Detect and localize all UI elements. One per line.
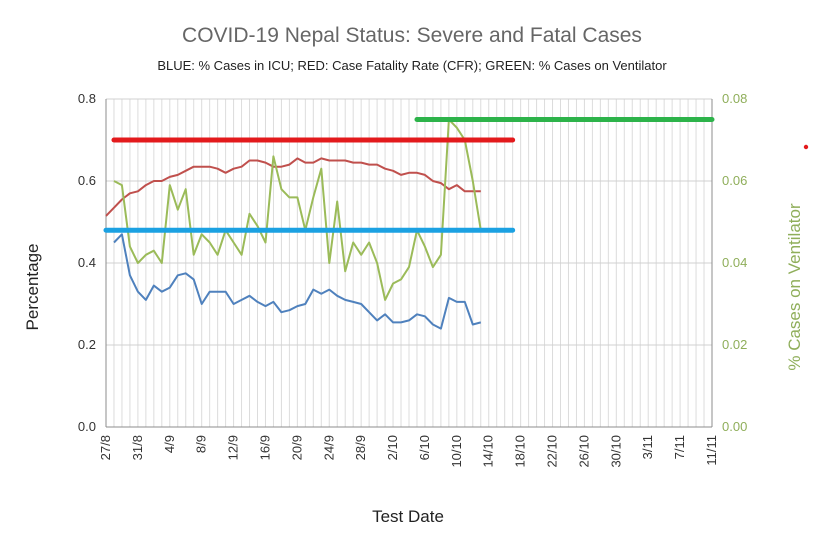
x-tick-label: 24/9 bbox=[321, 435, 336, 460]
x-tick-label: 4/9 bbox=[162, 435, 177, 453]
x-tick-label: 12/9 bbox=[226, 435, 241, 460]
y2-tick-label: 0.06 bbox=[722, 173, 747, 188]
y2-tick-label: 0.04 bbox=[722, 255, 747, 270]
x-tick-label: 3/11 bbox=[640, 435, 655, 459]
y2-tick-label: 0.02 bbox=[722, 337, 747, 352]
x-tick-label: 22/10 bbox=[545, 435, 560, 468]
y2-tick-label: 0.08 bbox=[722, 91, 747, 106]
axes bbox=[105, 99, 713, 428]
chart-title: COVID-19 Nepal Status: Severe and Fatal … bbox=[182, 24, 642, 47]
series-line-cfr bbox=[105, 157, 481, 217]
x-tick-label: 16/9 bbox=[257, 435, 272, 460]
y2-axis-title: % Cases on Ventilator bbox=[785, 203, 804, 371]
tick-labels: 0.0 0.2 0.4 0.6 0.8 0.00 0.02 0.04 0.06 0.08 27/8 3… bbox=[78, 91, 747, 468]
series-line-icu bbox=[113, 233, 482, 330]
series bbox=[105, 118, 482, 330]
x-axis-title: Test Date bbox=[372, 507, 444, 526]
x-tick-label: 28/9 bbox=[353, 435, 368, 460]
y-tick-label: 0.2 bbox=[78, 337, 96, 352]
x-tick-label: 18/10 bbox=[513, 435, 528, 468]
y-tick-label: 0.8 bbox=[78, 91, 96, 106]
x-tick-label: 26/10 bbox=[576, 435, 591, 468]
y-tick-label: 0.0 bbox=[78, 419, 96, 434]
x-tick-label: 8/9 bbox=[194, 435, 209, 453]
x-tick-label: 14/10 bbox=[481, 435, 496, 468]
x-tick-label: 10/10 bbox=[449, 435, 464, 468]
stray-marker-dot bbox=[803, 144, 809, 150]
series-line-ventilator bbox=[113, 118, 482, 301]
x-tick-label: 7/11 bbox=[672, 435, 687, 459]
x-tick-label: 20/9 bbox=[289, 435, 304, 460]
chart-subtitle: BLUE: % Cases in ICU; RED: Case Fatality… bbox=[157, 58, 667, 73]
y2-tick-label: 0.00 bbox=[722, 419, 747, 434]
y-tick-label: 0.6 bbox=[78, 173, 96, 188]
x-tick-label: 30/10 bbox=[608, 435, 623, 468]
x-tick-label: 27/8 bbox=[98, 435, 113, 460]
x-tick-label: 2/10 bbox=[385, 435, 400, 460]
y-axis-title: Percentage bbox=[23, 244, 42, 331]
x-tick-label: 31/8 bbox=[130, 435, 145, 460]
x-tick-label: 6/10 bbox=[417, 435, 432, 460]
x-tick-label: 11/11 bbox=[704, 435, 719, 466]
grid bbox=[105, 98, 713, 428]
reference-lines bbox=[103, 117, 715, 233]
y-tick-label: 0.4 bbox=[78, 255, 96, 270]
